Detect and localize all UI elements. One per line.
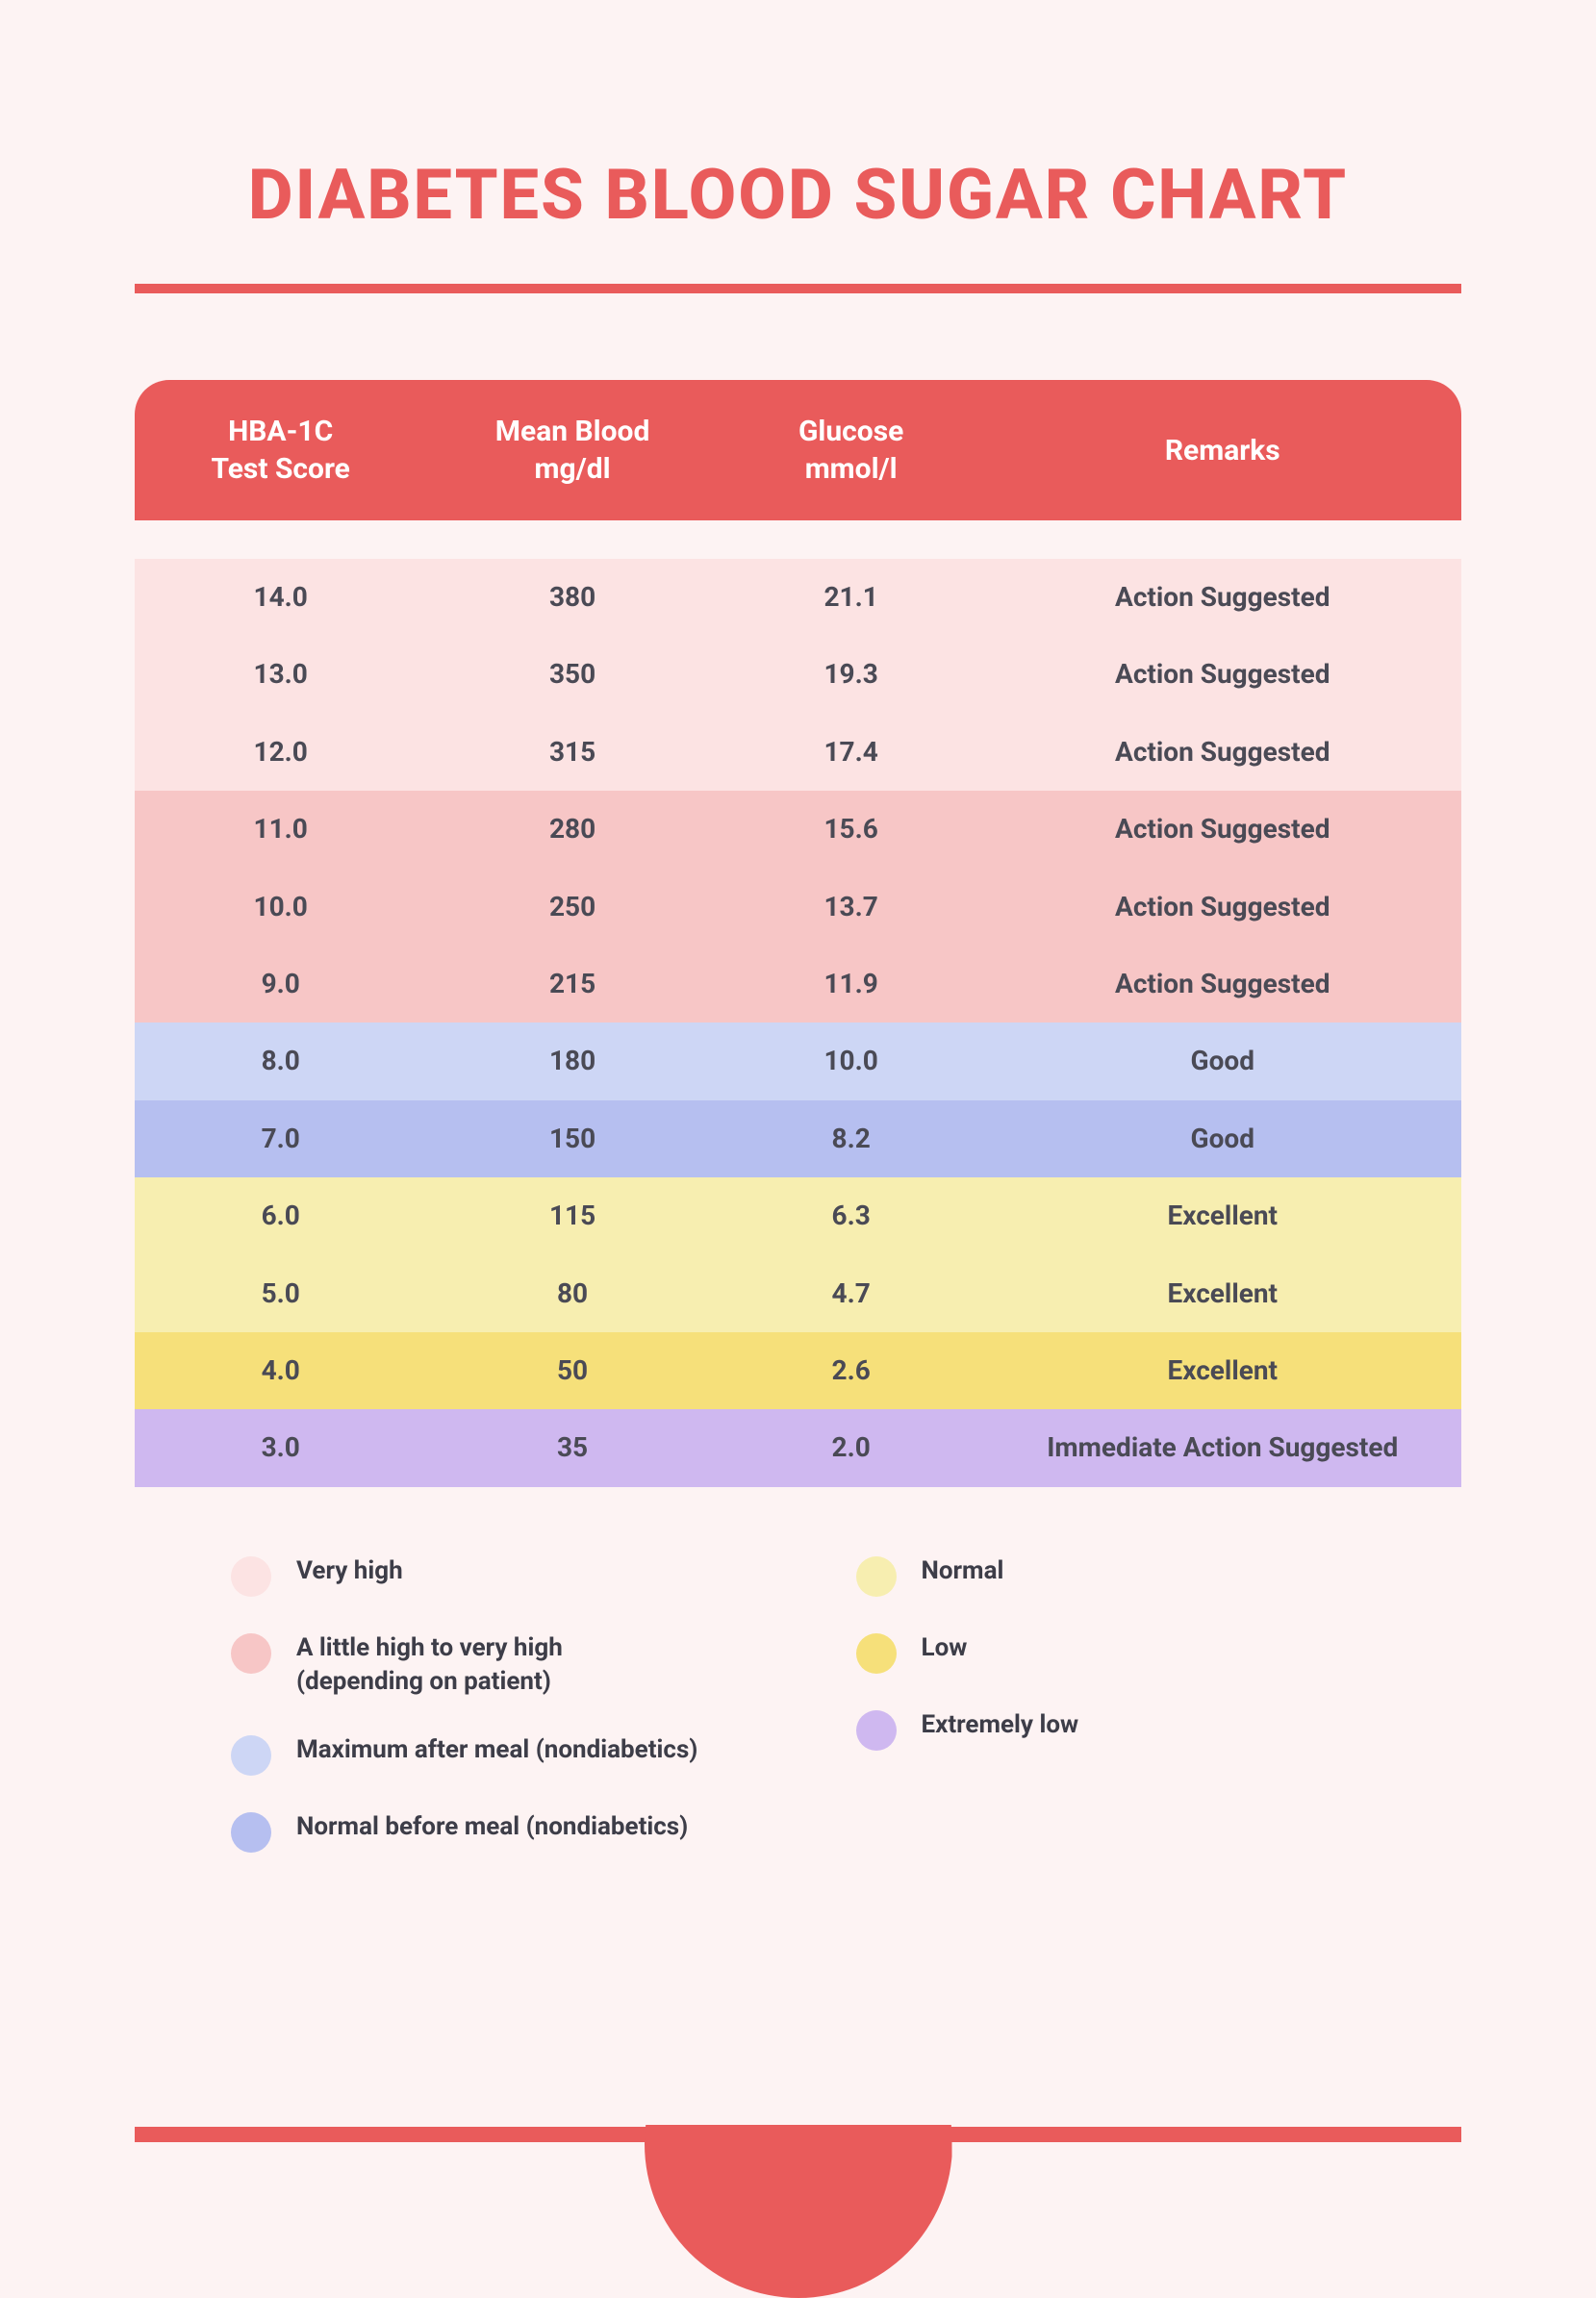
cell: Action Suggested [984, 657, 1461, 692]
table-row: 8.018010.0Good [135, 1023, 1461, 1099]
legend-label: Extremely low [922, 1708, 1079, 1742]
cell: 11.0 [135, 812, 426, 846]
cell: 2.6 [719, 1353, 984, 1388]
cell: 3.0 [135, 1430, 426, 1465]
table-row: 5.0804.7Excellent [135, 1255, 1461, 1332]
legend-label: Normal [922, 1554, 1004, 1588]
footer-circle [645, 1990, 952, 2298]
table-row: 9.021511.9Action Suggested [135, 946, 1461, 1023]
cell: 7.0 [135, 1122, 426, 1156]
cell: 180 [426, 1044, 718, 1078]
legend-col-right: Normal Low Extremely low [856, 1554, 1366, 1853]
cell: 2.0 [719, 1430, 984, 1465]
legend-swatch [856, 1556, 897, 1597]
table-row: 13.035019.3Action Suggested [135, 636, 1461, 713]
cell: 380 [426, 580, 718, 615]
page-title: DIABETES BLOOD SUGAR CHART [135, 154, 1461, 236]
col-header-mgdl: Mean Bloodmg/dl [426, 413, 718, 488]
table-row: 14.038021.1Action Suggested [135, 559, 1461, 636]
cell: Action Suggested [984, 812, 1461, 846]
table-row: 10.025013.7Action Suggested [135, 869, 1461, 946]
cell: Excellent [984, 1199, 1461, 1233]
cell: 315 [426, 735, 718, 770]
cell: Action Suggested [984, 735, 1461, 770]
table-row: 6.01156.3Excellent [135, 1177, 1461, 1254]
cell: Good [984, 1122, 1461, 1156]
cell: 10.0 [719, 1044, 984, 1078]
table-body: 14.038021.1Action Suggested13.035019.3Ac… [135, 559, 1461, 1487]
legend-item: A little high to very high(depending on … [231, 1631, 741, 1699]
table-row: 12.031517.4Action Suggested [135, 714, 1461, 791]
cell: 80 [426, 1276, 718, 1311]
table-header-row: HBA-1CTest Score Mean Bloodmg/dl Glucose… [135, 380, 1461, 520]
cell: Immediate Action Suggested [984, 1430, 1461, 1465]
legend-swatch [856, 1633, 897, 1674]
legend-label: Low [922, 1631, 968, 1665]
page: DIABETES BLOOD SUGAR CHART HBA-1CTest Sc… [0, 0, 1596, 1853]
legend-swatch [231, 1633, 271, 1674]
title-rule [135, 284, 1461, 293]
cell: 9.0 [135, 967, 426, 1001]
table-row: 4.0502.6Excellent [135, 1332, 1461, 1409]
legend-item: Very high [231, 1554, 741, 1597]
cell: 350 [426, 657, 718, 692]
legend: Very high A little high to very high(depe… [135, 1554, 1461, 1853]
cell: Action Suggested [984, 580, 1461, 615]
cell: 250 [426, 890, 718, 924]
cell: 115 [426, 1199, 718, 1233]
legend-item: Extremely low [856, 1708, 1366, 1751]
legend-swatch [231, 1556, 271, 1597]
table-row: 7.01508.2Good [135, 1100, 1461, 1177]
cell: 13.7 [719, 890, 984, 924]
legend-label: A little high to very high(depending on … [296, 1631, 563, 1699]
legend-item: Normal before meal (nondiabetics) [231, 1810, 741, 1853]
legend-swatch [231, 1735, 271, 1776]
cell: 280 [426, 812, 718, 846]
cell: 11.9 [719, 967, 984, 1001]
cell: 4.7 [719, 1276, 984, 1311]
cell: 17.4 [719, 735, 984, 770]
cell: 35 [426, 1430, 718, 1465]
cell: Excellent [984, 1353, 1461, 1388]
cell: 6.3 [719, 1199, 984, 1233]
cell: Action Suggested [984, 890, 1461, 924]
cell: 6.0 [135, 1199, 426, 1233]
legend-label: Maximum after meal (nondiabetics) [296, 1733, 697, 1767]
cell: 5.0 [135, 1276, 426, 1311]
legend-item: Maximum after meal (nondiabetics) [231, 1733, 741, 1776]
cell: 15.6 [719, 812, 984, 846]
header-gap [135, 520, 1461, 559]
blood-sugar-table: HBA-1CTest Score Mean Bloodmg/dl Glucose… [135, 380, 1461, 1487]
cell: 21.1 [719, 580, 984, 615]
legend-item: Low [856, 1631, 1366, 1674]
cell: 12.0 [135, 735, 426, 770]
legend-swatch [231, 1812, 271, 1853]
legend-col-left: Very high A little high to very high(depe… [231, 1554, 741, 1853]
cell: 4.0 [135, 1353, 426, 1388]
cell: 14.0 [135, 580, 426, 615]
table-row: 11.028015.6Action Suggested [135, 791, 1461, 868]
cell: 13.0 [135, 657, 426, 692]
cell: 8.2 [719, 1122, 984, 1156]
cell: Excellent [984, 1276, 1461, 1311]
cell: 50 [426, 1353, 718, 1388]
cell: 8.0 [135, 1044, 426, 1078]
cell: Good [984, 1044, 1461, 1078]
cell: 10.0 [135, 890, 426, 924]
cell: Action Suggested [984, 967, 1461, 1001]
cell: 19.3 [719, 657, 984, 692]
col-header-remarks: Remarks [984, 432, 1461, 469]
col-header-hba1c: HBA-1CTest Score [135, 413, 426, 488]
legend-item: Normal [856, 1554, 1366, 1597]
legend-label: Very high [296, 1554, 403, 1588]
legend-label: Normal before meal (nondiabetics) [296, 1810, 688, 1844]
cell: 150 [426, 1122, 718, 1156]
col-header-mmol: Glucosemmol/l [719, 413, 984, 488]
footer-ornament [0, 2125, 1596, 2144]
legend-swatch [856, 1710, 897, 1751]
table-row: 3.0352.0Immediate Action Suggested [135, 1409, 1461, 1486]
cell: 215 [426, 967, 718, 1001]
